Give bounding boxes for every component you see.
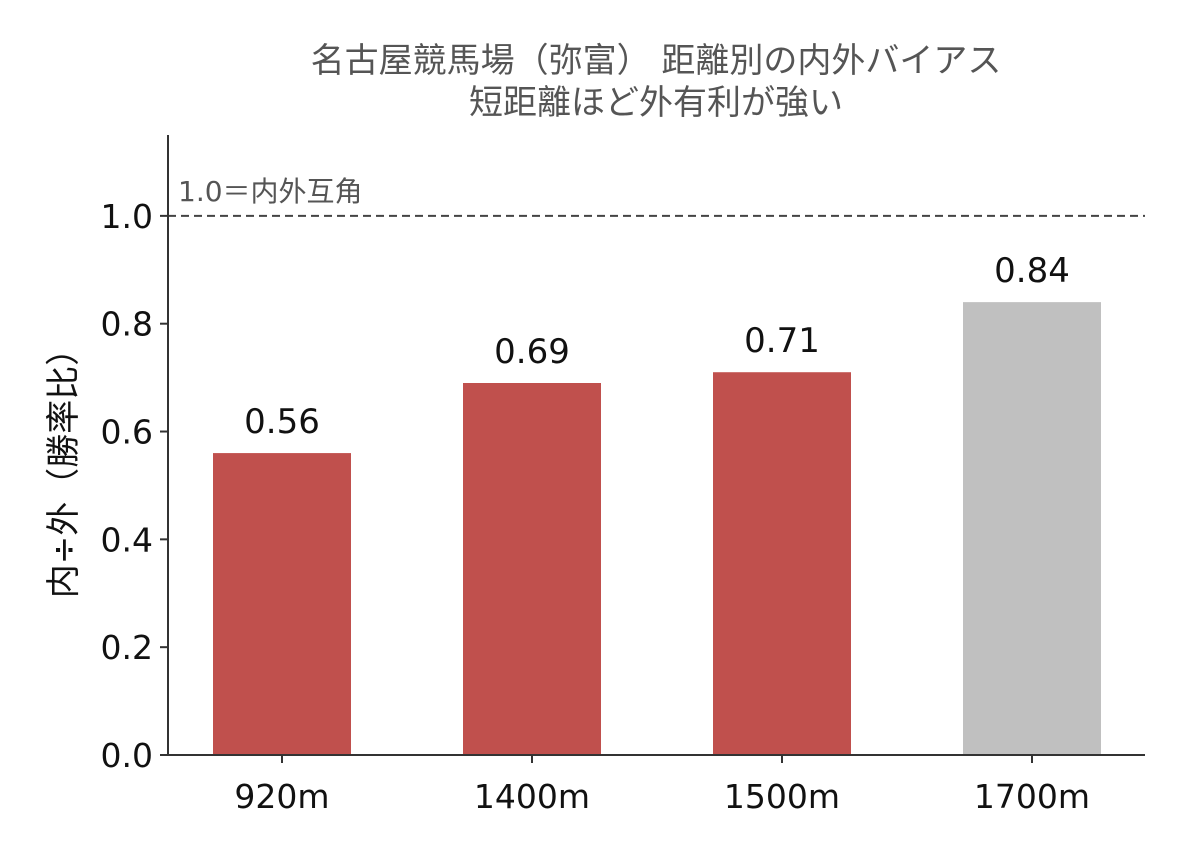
bar-920m: [213, 453, 351, 755]
y-tick-label: 0.4: [101, 520, 153, 559]
value-label-1500m: 0.71: [744, 321, 820, 361]
y-tick-label: 0.0: [101, 736, 153, 775]
value-label-1700m: 0.84: [994, 251, 1070, 291]
x-tick-label: 1400m: [474, 777, 590, 816]
y-axis-label: 内÷外（勝率比）: [44, 332, 84, 599]
bar-1700m: [963, 302, 1101, 755]
bar-1400m: [463, 383, 601, 755]
y-tick-label: 0.2: [101, 628, 153, 667]
x-tick-label: 1700m: [974, 777, 1090, 816]
x-tick-label: 1500m: [724, 777, 840, 816]
bar-1500m: [713, 372, 851, 755]
chart-subtitle: 短距離ほど外有利が強い: [469, 83, 843, 123]
chart-title: 名古屋競馬場（弥富） 距離別の内外バイアス: [311, 41, 1002, 81]
value-label-920m: 0.56: [244, 402, 320, 442]
y-tick-label: 0.6: [101, 413, 153, 452]
y-tick-label: 0.8: [101, 305, 153, 344]
y-tick-label: 1.0: [101, 197, 153, 236]
x-tick-label: 920m: [234, 777, 329, 816]
plot-area: 0.56 0.69 0.71 0.84 1.0＝内外互角 0.0 0.2 0.4 0.6 0.8 1…: [101, 135, 1145, 816]
reference-line-label: 1.0＝内外互角: [178, 175, 363, 208]
value-label-1400m: 0.69: [494, 332, 570, 372]
